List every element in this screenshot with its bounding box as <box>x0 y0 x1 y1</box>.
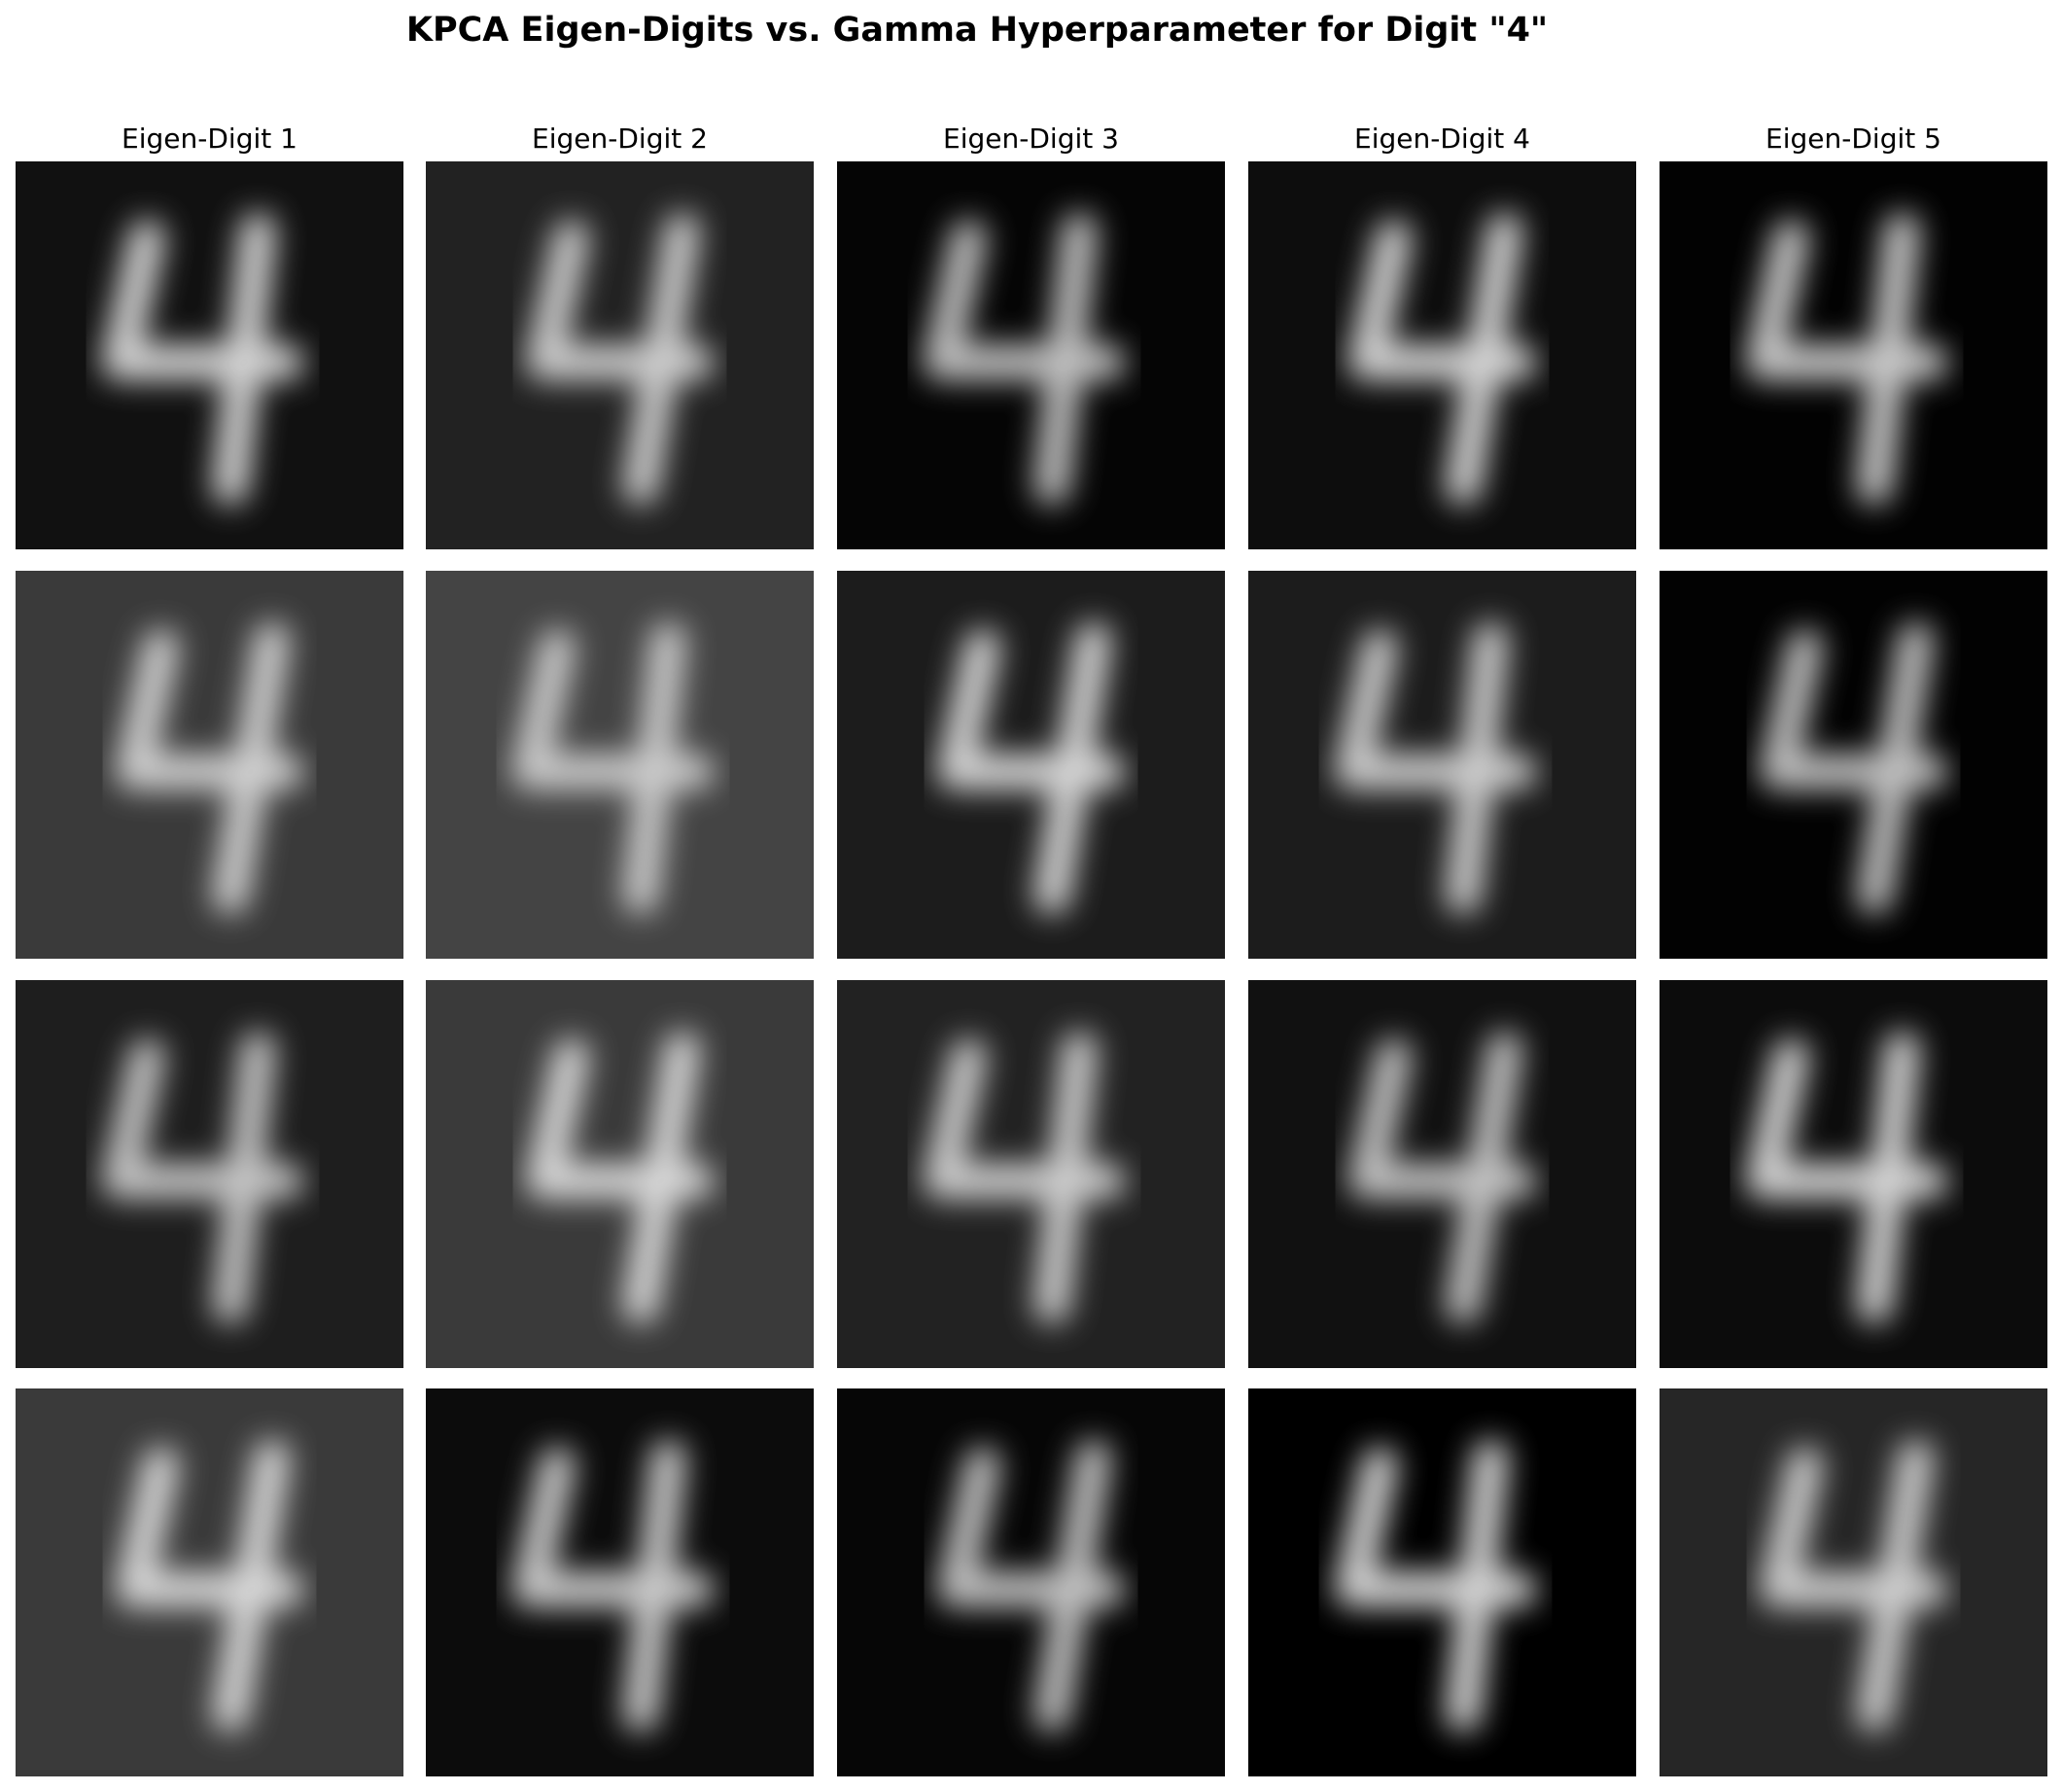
eigen-digit-image <box>837 571 1225 959</box>
eigen-digit-image <box>837 1388 1225 1776</box>
eigen-digit-image <box>16 980 403 1368</box>
column-title: Eigen-Digit 4 <box>1354 123 1530 155</box>
eigen-digit-image <box>1248 571 1636 959</box>
eigen-digit-image <box>1660 980 2047 1368</box>
column-title: Eigen-Digit 3 <box>943 123 1119 155</box>
eigen-digit-image <box>426 161 814 549</box>
eigen-digit-image <box>426 980 814 1368</box>
eigen-digit-image <box>837 161 1225 549</box>
column-title: Eigen-Digit 2 <box>532 123 708 155</box>
column-title: Eigen-Digit 5 <box>1765 123 1941 155</box>
eigen-digit-image <box>426 1388 814 1776</box>
eigen-digit-image <box>16 1388 403 1776</box>
eigen-digit-image <box>1248 980 1636 1368</box>
eigen-digit-image <box>426 571 814 959</box>
eigen-digit-image <box>1248 161 1636 549</box>
eigen-digit-image <box>16 161 403 549</box>
eigen-digit-image <box>1660 571 2047 959</box>
eigen-digit-image <box>16 571 403 959</box>
eigen-digit-image <box>837 980 1225 1368</box>
figure-title: KPCA Eigen-Digits vs. Gamma Hyperparamet… <box>406 11 1548 50</box>
eigen-digit-image <box>1660 1388 2047 1776</box>
eigen-digit-image <box>1660 161 2047 549</box>
column-title: Eigen-Digit 1 <box>122 123 297 155</box>
eigen-digit-image <box>1248 1388 1636 1776</box>
